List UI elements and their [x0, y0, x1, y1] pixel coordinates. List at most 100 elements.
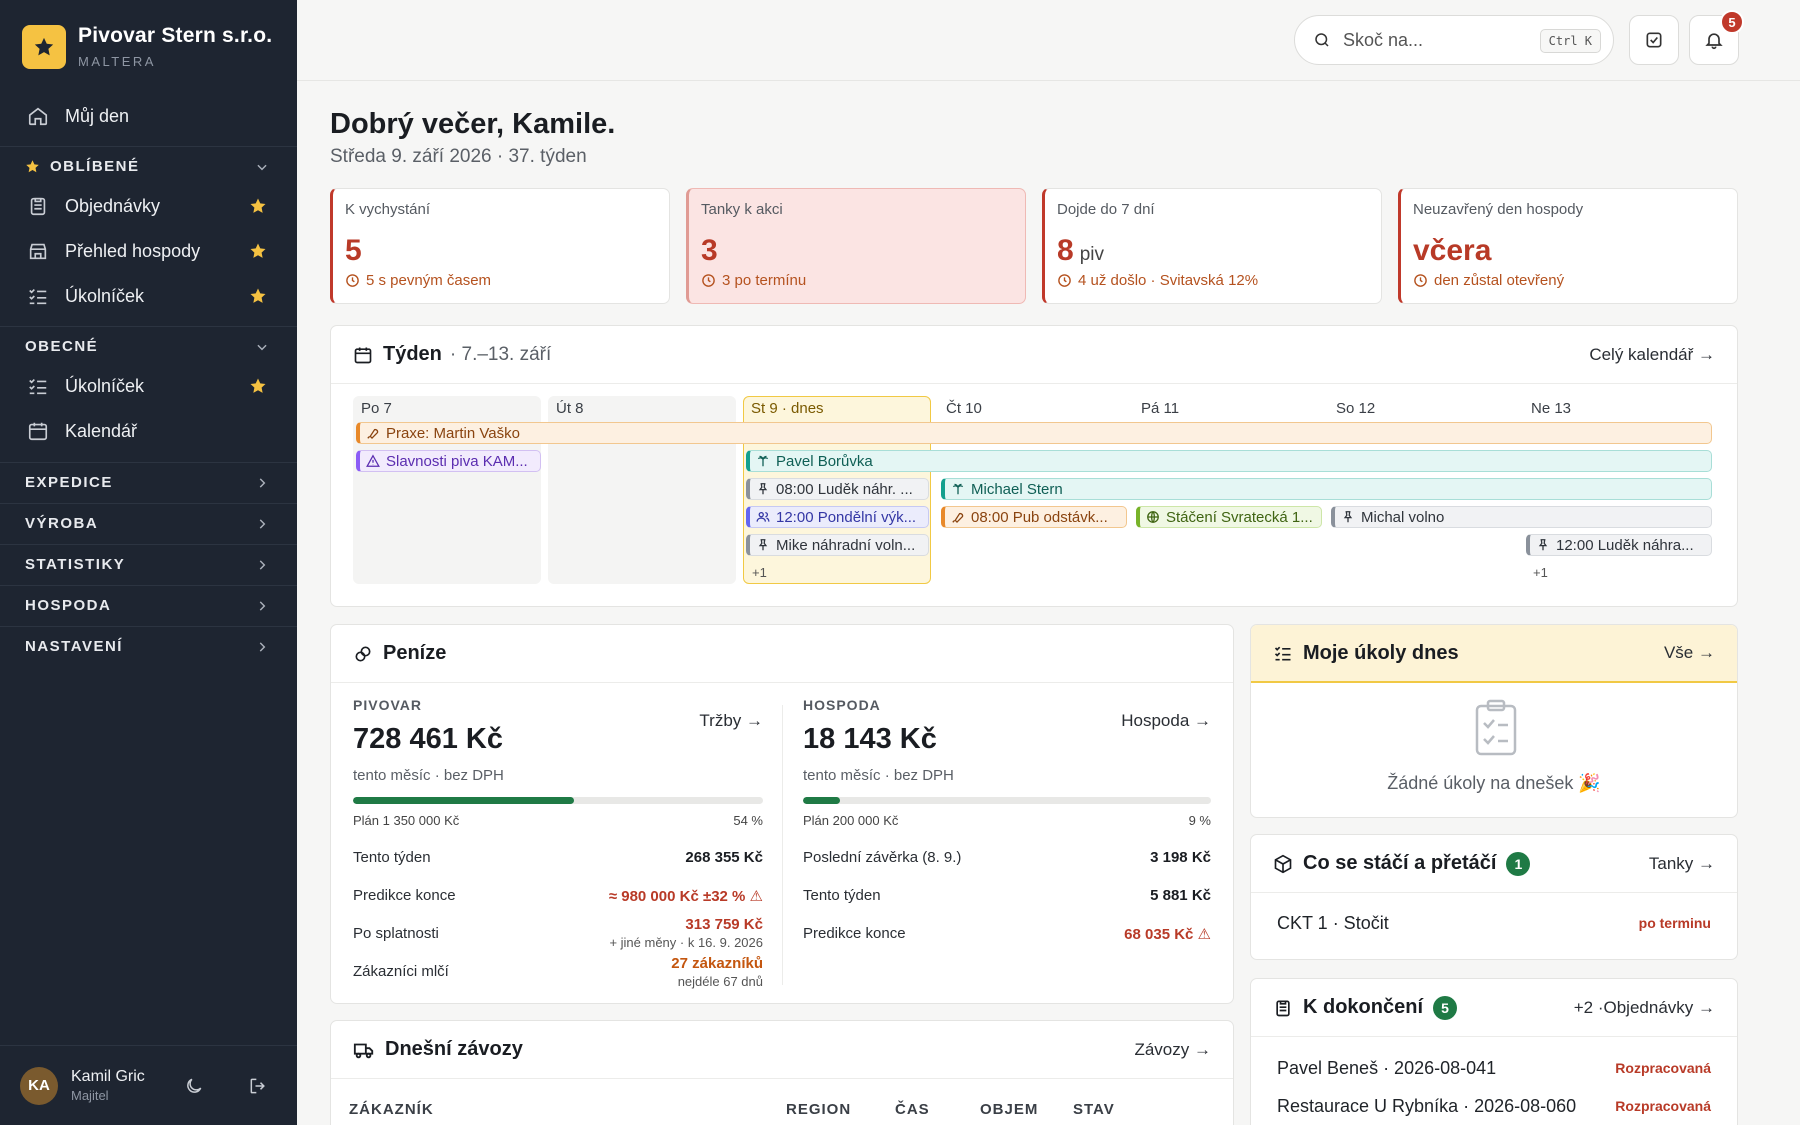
- calendar-event[interactable]: Praxe: Martin Vaško: [356, 422, 1712, 444]
- notifications-button[interactable]: 5: [1689, 10, 1744, 65]
- revenue-link[interactable]: Tržby →: [699, 711, 763, 730]
- day-header[interactable]: Po 7: [361, 400, 392, 417]
- kpi-sub: 3 po termínu: [722, 272, 807, 289]
- star-icon: [34, 37, 54, 55]
- globe-icon: [1147, 511, 1159, 523]
- bell-icon: [1705, 33, 1723, 50]
- calendar-icon: [27, 420, 49, 442]
- list-item[interactable]: Restaurace U Rybníka · 2026-08-060 Rozpr…: [1277, 1091, 1711, 1121]
- todo-title: K dokončení: [1303, 996, 1424, 1018]
- moon-icon[interactable]: [184, 1076, 204, 1096]
- search-input[interactable]: [1343, 29, 1523, 51]
- tanks-card-header: Co se stáčí a přetáčí 1 Tanky →: [1251, 835, 1737, 893]
- page-title: Dobrý večer, Kamile.: [330, 108, 616, 140]
- section-favorites[interactable]: OBLÍBENÉ: [0, 146, 297, 186]
- deliveries-link[interactable]: Závozy →: [1134, 1039, 1211, 1059]
- table-header-customer[interactable]: ZÁKAZNÍK: [349, 1101, 434, 1118]
- sidebar-item-tasks[interactable]: Úkolníček: [0, 364, 297, 408]
- money-row-note: + jiné měny · k 16. 9. 2026: [609, 935, 763, 950]
- list-item[interactable]: Pavel Beneš · 2026-08-041 Rozpracovaná: [1277, 1053, 1711, 1083]
- section-nastaveni[interactable]: NASTAVENÍ: [0, 626, 297, 666]
- money-row-label: Zákazníci mlčí: [353, 963, 449, 980]
- kpi-runs-out[interactable]: Dojde do 7 dní 8 piv 4 už došlo · Svitavs…: [1042, 188, 1382, 304]
- tasks-button[interactable]: [1629, 15, 1679, 65]
- list-item-name: CKT 1 · Stočit: [1277, 912, 1389, 933]
- calendar-event[interactable]: Mike náhradní voln...: [746, 534, 929, 556]
- money-row-value[interactable]: 313 759 Kč: [685, 916, 763, 933]
- calendar-event[interactable]: Stáčení Svratecká 1...: [1136, 506, 1322, 528]
- money-divider: [782, 705, 783, 985]
- day-header[interactable]: Út 8: [556, 400, 584, 417]
- more-events-link[interactable]: +1: [1533, 565, 1548, 580]
- calendar-event[interactable]: Michael Stern: [941, 478, 1712, 500]
- search-icon: [1315, 33, 1329, 47]
- logout-icon[interactable]: [248, 1076, 268, 1096]
- avatar[interactable]: KA: [20, 1066, 58, 1105]
- calendar-event[interactable]: 12:00 Pondělní výk...: [746, 506, 929, 528]
- star-icon: [250, 288, 266, 303]
- pub-link[interactable]: Hospoda →: [1121, 711, 1211, 730]
- day-header[interactable]: Čt 10: [946, 400, 982, 417]
- sidebar-item-pub-overview[interactable]: Přehled hospody: [0, 229, 297, 273]
- sidebar-item-calendar[interactable]: Kalendář: [0, 409, 297, 453]
- star-icon: [26, 160, 39, 173]
- truck-icon: [353, 1043, 374, 1058]
- table-header-volume[interactable]: OBJEM: [980, 1101, 1039, 1118]
- section-general[interactable]: OBECNÉ: [0, 326, 297, 366]
- orders-link[interactable]: +2 ·Objednávky →: [1573, 997, 1715, 1017]
- list-item[interactable]: CKT 1 · Stočit po terminu: [1277, 908, 1711, 938]
- checklist-icon: [1274, 646, 1291, 661]
- section-vyroba[interactable]: VÝROBA: [0, 503, 297, 543]
- calendar-event[interactable]: 12:00 Luděk náhra...: [1526, 534, 1712, 556]
- money-row-value: 5 881 Kč: [1150, 887, 1211, 904]
- table-header-state[interactable]: STAV: [1073, 1101, 1115, 1118]
- clipboard-icon: [1276, 1000, 1290, 1016]
- table-header-time[interactable]: ČAS: [895, 1101, 930, 1118]
- box-icon: [1274, 854, 1292, 873]
- day-header-today[interactable]: St 9 · dnes: [751, 400, 824, 417]
- money-amount: 728 461 Kč: [353, 723, 503, 755]
- kpi-tanks-action[interactable]: Tanky k akci 3 3 po termínu: [686, 188, 1026, 304]
- day-header[interactable]: So 12: [1336, 400, 1376, 417]
- home-icon: [27, 105, 49, 127]
- pin-icon: [1343, 511, 1353, 523]
- sidebar-item-tasks-fav[interactable]: Úkolníček: [0, 274, 297, 318]
- money-note: tento měsíc · bez DPH: [353, 767, 504, 784]
- chevron-right-icon: [259, 519, 266, 529]
- full-calendar-link[interactable]: Celý kalendář →: [1589, 344, 1715, 364]
- section-title: NASTAVENÍ: [25, 638, 123, 655]
- money-card-header: Peníze: [331, 625, 1233, 683]
- search-box[interactable]: Ctrl K: [1294, 15, 1614, 65]
- brand[interactable]: Pivovar Stern s.r.o. MALTERA: [22, 24, 272, 69]
- calendar-event[interactable]: Pavel Borůvka: [746, 450, 1712, 472]
- money-section-label: HOSPODA: [803, 697, 881, 713]
- tanks-link[interactable]: Tanky →: [1648, 853, 1715, 873]
- section-expedice[interactable]: EXPEDICE: [0, 462, 297, 502]
- section-statistiky[interactable]: STATISTIKY: [0, 544, 297, 584]
- plan-percent: 54 %: [733, 813, 763, 828]
- day-header[interactable]: Ne 13: [1531, 400, 1572, 417]
- all-tasks-link[interactable]: Vše →: [1663, 643, 1715, 662]
- sidebar-item-my-day[interactable]: Můj den: [0, 94, 297, 138]
- event-label: Slavnosti piva KAM...: [386, 452, 528, 470]
- kpi-value: 3: [701, 234, 718, 267]
- money-card: Peníze PIVOVAR Tržby → 728 461 Kč tento …: [330, 624, 1234, 1004]
- sidebar-item-orders[interactable]: Objednávky: [0, 184, 297, 228]
- section-hospoda[interactable]: HOSPODA: [0, 585, 297, 625]
- event-label: Stáčení Svratecká 1...: [1166, 508, 1313, 526]
- calendar-event[interactable]: 08:00 Luděk náhr. ...: [746, 478, 929, 500]
- calendar-event[interactable]: 08:00 Pub odstávk...: [941, 506, 1127, 528]
- kpi-label: Dojde do 7 dní: [1057, 201, 1155, 218]
- calendar-event[interactable]: Michal volno: [1331, 506, 1712, 528]
- kpi-to-pick[interactable]: K vychystání 5 5 s pevným časem: [330, 188, 670, 304]
- day-header[interactable]: Pá 11: [1141, 400, 1180, 417]
- star-icon: [250, 198, 266, 213]
- more-events-link[interactable]: +1: [752, 565, 767, 580]
- clipboard-icon: [27, 195, 49, 217]
- deliveries-card-header: Dnešní závozy Závozy →: [331, 1021, 1233, 1079]
- calendar-event[interactable]: Slavnosti piva KAM...: [356, 450, 541, 472]
- plan-progress-bar: [353, 797, 763, 804]
- table-header-region[interactable]: REGION: [786, 1101, 852, 1118]
- kpi-open-pub-day[interactable]: Neuzavřený den hospody včera den zůstal …: [1398, 188, 1738, 304]
- money-row-value[interactable]: 27 zákazníků: [671, 955, 763, 972]
